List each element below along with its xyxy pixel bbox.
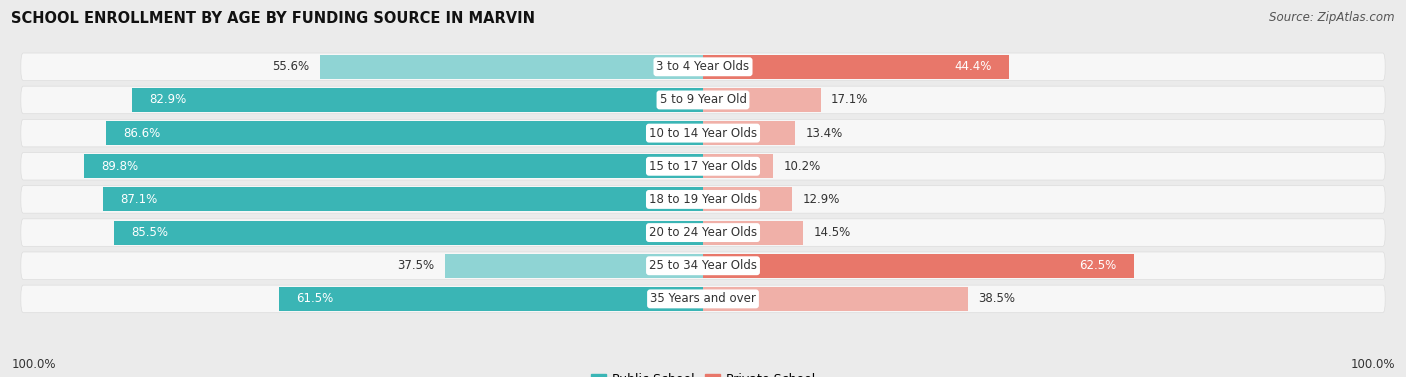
Bar xyxy=(703,55,1010,79)
Legend: Public School, Private School: Public School, Private School xyxy=(586,368,820,377)
Text: 35 Years and over: 35 Years and over xyxy=(650,293,756,305)
Text: 87.1%: 87.1% xyxy=(120,193,157,206)
FancyBboxPatch shape xyxy=(21,185,1385,213)
Bar xyxy=(703,287,969,311)
FancyBboxPatch shape xyxy=(21,153,1385,180)
FancyBboxPatch shape xyxy=(21,219,1385,246)
Text: 5 to 9 Year Old: 5 to 9 Year Old xyxy=(659,93,747,106)
Text: 13.4%: 13.4% xyxy=(806,127,844,139)
Bar xyxy=(321,55,703,79)
Text: 100.0%: 100.0% xyxy=(1350,359,1395,371)
Text: 85.5%: 85.5% xyxy=(131,226,169,239)
FancyBboxPatch shape xyxy=(21,285,1385,313)
Text: 61.5%: 61.5% xyxy=(297,293,333,305)
FancyBboxPatch shape xyxy=(21,120,1385,147)
FancyBboxPatch shape xyxy=(21,86,1385,114)
Text: 89.8%: 89.8% xyxy=(101,160,139,173)
Text: 10 to 14 Year Olds: 10 to 14 Year Olds xyxy=(650,127,756,139)
Text: 20 to 24 Year Olds: 20 to 24 Year Olds xyxy=(650,226,756,239)
Bar xyxy=(132,88,703,112)
Text: 15 to 17 Year Olds: 15 to 17 Year Olds xyxy=(650,160,756,173)
Text: 25 to 34 Year Olds: 25 to 34 Year Olds xyxy=(650,259,756,272)
FancyBboxPatch shape xyxy=(21,53,1385,81)
Bar xyxy=(103,187,703,211)
Text: 10.2%: 10.2% xyxy=(783,160,821,173)
Bar xyxy=(703,254,1133,278)
Bar xyxy=(703,154,773,178)
Text: 12.9%: 12.9% xyxy=(803,193,839,206)
Bar xyxy=(444,254,703,278)
Bar xyxy=(107,121,703,145)
Text: SCHOOL ENROLLMENT BY AGE BY FUNDING SOURCE IN MARVIN: SCHOOL ENROLLMENT BY AGE BY FUNDING SOUR… xyxy=(11,11,536,26)
Text: Source: ZipAtlas.com: Source: ZipAtlas.com xyxy=(1270,11,1395,24)
Text: 100.0%: 100.0% xyxy=(11,359,56,371)
Text: 82.9%: 82.9% xyxy=(149,93,187,106)
Bar xyxy=(703,221,803,245)
Text: 44.4%: 44.4% xyxy=(955,60,991,73)
Text: 38.5%: 38.5% xyxy=(979,293,1015,305)
Bar xyxy=(703,187,792,211)
Text: 86.6%: 86.6% xyxy=(124,127,160,139)
Text: 55.6%: 55.6% xyxy=(273,60,309,73)
Text: 3 to 4 Year Olds: 3 to 4 Year Olds xyxy=(657,60,749,73)
Text: 18 to 19 Year Olds: 18 to 19 Year Olds xyxy=(650,193,756,206)
Bar xyxy=(703,121,796,145)
Bar xyxy=(84,154,703,178)
Bar xyxy=(114,221,703,245)
Text: 37.5%: 37.5% xyxy=(396,259,434,272)
Text: 17.1%: 17.1% xyxy=(831,93,869,106)
Text: 14.5%: 14.5% xyxy=(813,226,851,239)
Bar xyxy=(703,88,821,112)
Text: 62.5%: 62.5% xyxy=(1080,259,1116,272)
Bar xyxy=(280,287,703,311)
FancyBboxPatch shape xyxy=(21,252,1385,279)
